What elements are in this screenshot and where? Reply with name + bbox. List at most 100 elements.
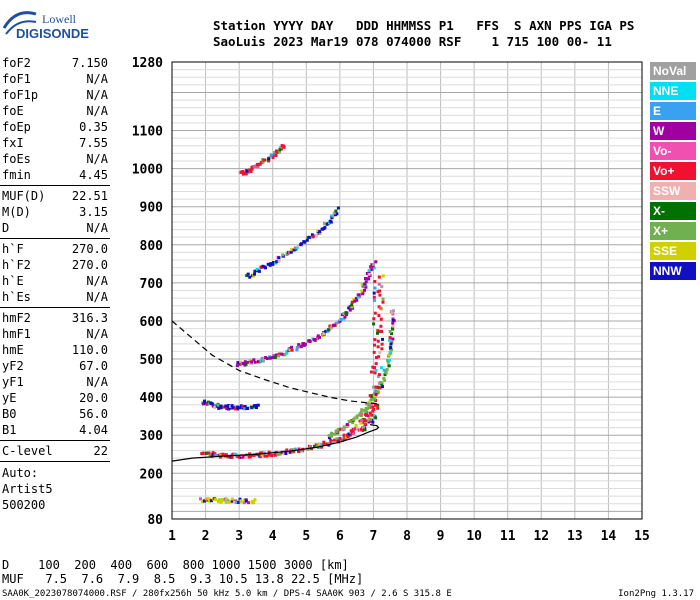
echo-dot xyxy=(381,385,384,389)
echo-dot xyxy=(381,337,384,341)
echo-dot xyxy=(376,345,380,349)
echo-dot xyxy=(322,332,326,336)
echo-dot xyxy=(382,376,386,380)
param-name: fmin xyxy=(2,168,31,182)
echo-dot xyxy=(381,274,385,278)
echo-dot xyxy=(252,500,255,504)
param-value: 56.0 xyxy=(79,407,108,421)
echo-dot xyxy=(267,450,271,454)
legend-item: NoVal xyxy=(650,62,696,80)
param-row: hmF2 316.3 xyxy=(2,310,108,326)
echo-dot xyxy=(237,361,241,364)
echo-dot xyxy=(317,442,321,446)
echo-dot xyxy=(350,305,354,309)
legend-item: W xyxy=(650,122,696,140)
echo-dot xyxy=(377,382,381,386)
echo-dot xyxy=(378,289,382,293)
echo-dot xyxy=(363,428,367,432)
x-tick-label: 1 xyxy=(168,529,176,544)
echo-dot xyxy=(374,403,377,407)
param-name: hmF2 xyxy=(2,311,31,325)
autoscale-text: Auto: xyxy=(2,466,39,480)
echo-dot xyxy=(330,434,333,438)
echo-dot xyxy=(327,328,331,332)
echo-dot xyxy=(330,216,334,220)
echo-dot xyxy=(326,329,330,333)
echo-dot xyxy=(373,311,377,315)
echo-dot xyxy=(262,158,266,162)
echo-dot xyxy=(333,438,337,442)
echo-dot xyxy=(376,406,380,410)
echo-dot xyxy=(390,310,394,314)
echo-dot xyxy=(374,392,378,396)
echo-dot xyxy=(217,406,221,410)
echo-dot xyxy=(246,360,250,364)
echo-dot xyxy=(269,153,273,157)
muf-distance-row: D 100 200 400 600 800 1000 1500 3000 [km… xyxy=(2,558,349,572)
echo-dot xyxy=(252,453,256,457)
legend-item: X- xyxy=(650,202,696,220)
echo-dot xyxy=(260,453,264,457)
echo-dot xyxy=(380,285,384,289)
echo-dot xyxy=(209,499,213,503)
echo-dot xyxy=(243,405,247,408)
echo-dot xyxy=(203,399,206,403)
echo-dot xyxy=(349,429,353,433)
echo-dot xyxy=(388,358,391,362)
echo-dot xyxy=(370,402,373,406)
echo-dot xyxy=(380,347,384,351)
echo-dot xyxy=(241,170,245,174)
echo-dot xyxy=(247,501,250,505)
param-name: D xyxy=(2,221,10,235)
echo-dot xyxy=(335,430,339,434)
echo-dot xyxy=(233,500,236,504)
echo-dot xyxy=(362,425,366,429)
echo-dot xyxy=(353,299,357,303)
echo-dot xyxy=(391,321,395,325)
echo-dot xyxy=(316,229,320,233)
echo-dot xyxy=(270,454,274,458)
echo-dot xyxy=(330,431,333,435)
echo-dot xyxy=(292,449,296,453)
echo-dot xyxy=(336,320,340,324)
param-value: 4.04 xyxy=(79,423,108,437)
echo-dot xyxy=(283,353,287,357)
echo-dot xyxy=(336,428,340,431)
param-row: M(D) 3.15 xyxy=(2,204,108,220)
echo-dot xyxy=(268,356,272,360)
echo-dot xyxy=(214,498,218,502)
echo-dot xyxy=(246,272,250,276)
echo-dot xyxy=(391,324,395,328)
echo-dot xyxy=(328,219,332,223)
echo-dot xyxy=(372,322,376,326)
echo-dot xyxy=(369,417,373,421)
muf-table: D 100 200 400 600 800 1000 1500 3000 [km… xyxy=(2,558,363,586)
echo-dot xyxy=(224,404,228,408)
echo-dot xyxy=(230,497,234,501)
echo-dot xyxy=(374,389,378,393)
echo-dot xyxy=(367,272,371,276)
echo-dot xyxy=(377,282,381,286)
y-tick-label: 1000 xyxy=(132,163,163,178)
echo-dot xyxy=(219,453,223,457)
echo-dot xyxy=(322,221,326,225)
echo-dot xyxy=(280,352,284,356)
echo-dot xyxy=(263,265,267,269)
echo-dot xyxy=(339,317,343,321)
y-tick-label: 300 xyxy=(140,429,164,444)
echo-dot xyxy=(391,318,395,322)
echo-dot xyxy=(331,441,335,445)
echo-dot xyxy=(367,403,371,407)
echo-dot xyxy=(347,420,351,424)
echo-dot xyxy=(293,447,297,451)
echo-dot xyxy=(253,165,257,169)
echo-dot xyxy=(358,419,362,423)
echo-dot xyxy=(230,455,234,459)
echo-dot xyxy=(372,263,376,266)
x-tick-label: 12 xyxy=(533,529,549,544)
echo-dot xyxy=(295,346,299,349)
echo-dot xyxy=(381,300,385,304)
param-name: fxI xyxy=(2,136,24,150)
param-value: N/A xyxy=(86,72,108,86)
echo-dot xyxy=(243,407,247,411)
